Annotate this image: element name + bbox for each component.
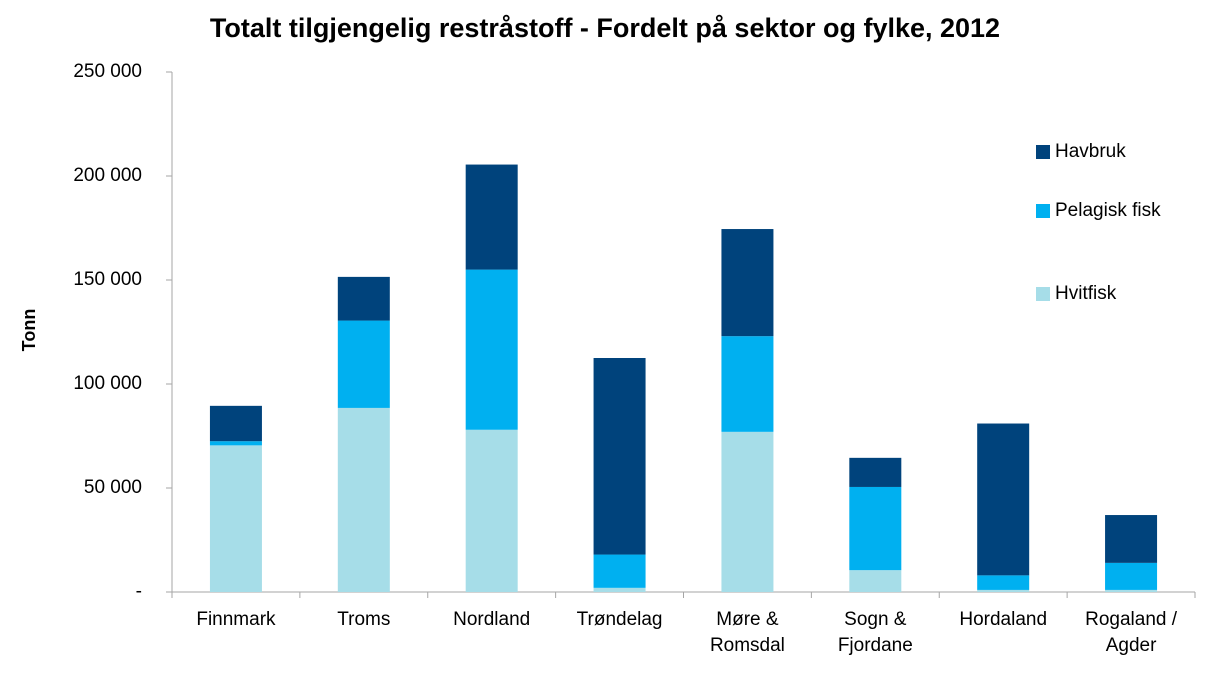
y-tick-label: 50 000 [84,477,142,498]
bar-segment [593,358,646,555]
legend-label: Hvitfisk [1055,283,1117,304]
x-tick-label: Trøndelag [576,609,663,630]
bar-segment [849,457,902,487]
x-tick-label: Nordland [453,609,531,630]
bar-segment [465,429,518,592]
y-tick-label: 150 000 [73,269,142,290]
x-tick-label: Hordaland [959,609,1048,630]
chart-title: Totalt tilgjengelig restråstoff - Fordel… [210,13,1000,43]
y-tick-label: 250 000 [73,61,142,82]
y-axis-label: Tonn [19,309,39,352]
bar-segment [209,441,262,446]
bar-segment [337,276,390,321]
bar-segment [465,269,518,430]
legend-swatch [1036,287,1050,301]
legend-label: Pelagisk fisk [1055,200,1161,221]
bar-segment [337,407,390,592]
x-tick-label: Rogaland / Agder [1085,609,1178,656]
bar-segment [209,405,262,442]
bar-segment [721,229,774,337]
legend-swatch [1036,145,1050,159]
bar-segment [849,486,902,571]
y-tick-label: 100 000 [73,373,142,394]
x-tick-label: Møre & Romsdal [709,609,785,656]
bar-segment [721,431,774,592]
x-tick-label: Finnmark [196,609,276,630]
bar-segment [1105,515,1158,563]
bar-segment [593,587,646,592]
legend-swatch [1036,204,1050,218]
bar-segment [977,589,1030,592]
bar-segment [209,445,262,592]
bar-segment [337,320,390,408]
bar-segment [593,554,646,588]
y-tick-label: - [136,581,142,602]
y-tick-label: 200 000 [73,165,142,186]
bar-segment [465,164,518,270]
bar-segment [721,336,774,432]
x-tick-label: Troms [337,609,391,630]
x-tick-label: Sogn & Fjordane [837,609,913,656]
bar-segment [977,423,1030,576]
bar-segment [849,570,902,592]
bar-segment [1105,562,1158,590]
bar-segment [1105,589,1158,592]
legend-label: Havbruk [1055,141,1126,162]
bar-segment [977,575,1030,590]
